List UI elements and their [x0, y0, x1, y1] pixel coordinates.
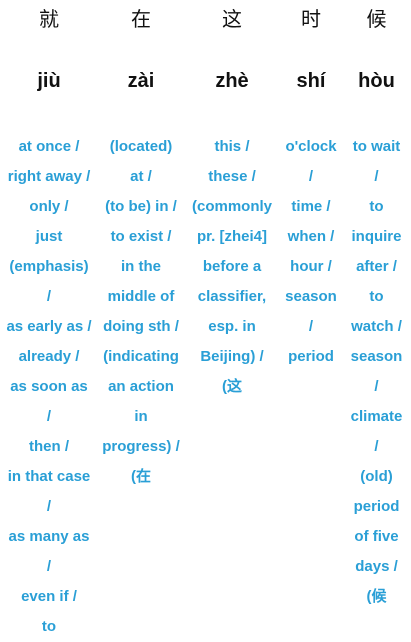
definition-line: doing sth / [103, 318, 179, 335]
definition-line: o'clock [285, 138, 337, 155]
definition-line: period [288, 348, 334, 365]
definition-line: (候 [366, 588, 387, 605]
definition-line: season [285, 288, 337, 305]
definition-line: in the [121, 258, 161, 275]
pinyin-hou: hòu [358, 70, 395, 92]
definition-line: in [134, 408, 148, 425]
definition-line: after / [356, 258, 397, 275]
definition-line: already / [18, 348, 80, 365]
definition-line: of five [354, 528, 399, 545]
definition-line: before a [202, 258, 262, 275]
definition-line: (commonly [191, 198, 272, 215]
definition-line: watch / [351, 318, 402, 335]
definition-line: / [46, 408, 52, 425]
definition-line: just [35, 228, 63, 245]
definition-line: / [374, 378, 379, 395]
hanzi-zai: 在 [131, 7, 151, 31]
definition-line: hour / [290, 258, 332, 275]
definition-line: only / [29, 198, 69, 215]
definition-line: (old) [360, 468, 393, 485]
definition-line: (to be) in / [105, 198, 177, 215]
definition-hou: to wait / to inquire after / to watch / season /… [342, 132, 411, 642]
definition-shi: o'clock / time / when / hour / season / period [280, 132, 342, 642]
definition-zhe: this / these / (commonly pr. [zhei4] before … [184, 132, 280, 642]
definition-line: in that case [7, 468, 91, 485]
definition-line: / [46, 288, 52, 305]
definition-line: / [308, 318, 314, 335]
definition-line: esp. in [208, 318, 256, 335]
definition-line: period [353, 498, 400, 515]
definition-line: these / [208, 168, 256, 185]
definition-line: then / [29, 438, 69, 455]
definition-line: days / [355, 558, 398, 575]
pinyin-zai: zài [127, 70, 155, 92]
definition-line: (indicating [103, 348, 179, 365]
definition-line: as soon as [10, 378, 88, 395]
definition-line: to exist / [110, 228, 172, 245]
definition-line: (这 [222, 378, 242, 395]
hanzi-jiu: 就 [39, 7, 59, 31]
definition-line: an action [108, 378, 174, 395]
definition-jiu: at once / right away / only / just (emphasis… [0, 132, 98, 642]
definition-line: when / [287, 228, 335, 245]
definition-line: to [369, 288, 384, 305]
definition-line: (在 [131, 468, 151, 485]
definition-line: progress) / [102, 438, 180, 455]
definition-line: inquire [351, 228, 402, 245]
pinyin-shi: shí [296, 70, 326, 92]
definition-line: right away / [7, 168, 91, 185]
definition-line: (located) [109, 138, 173, 155]
definition-line: at / [130, 168, 152, 185]
definition-line: middle of [107, 288, 175, 305]
hanzi-shi: 时 [301, 7, 321, 31]
definition-line: / [46, 558, 52, 575]
definition-row: at once / right away / only / just (emphasis… [0, 132, 411, 642]
definition-line: Beijing) / [200, 348, 264, 365]
hanzi-zhe: 这 [222, 7, 242, 31]
pinyin-row: jiù zài zhè shí hòu [0, 68, 411, 94]
definition-line: classifier, [197, 288, 267, 305]
definition-line: (emphasis) [9, 258, 89, 275]
definition-line: to [369, 198, 384, 215]
hanzi-hou: 候 [366, 7, 387, 31]
definition-line: / [46, 498, 52, 515]
definition-line: at once / [18, 138, 80, 155]
definition-line: to wait [352, 138, 401, 155]
definition-line: climate [350, 408, 403, 425]
pinyin-jiu: jiù [37, 70, 61, 92]
definition-line: / [308, 168, 314, 185]
hanzi-row: 就 在 这 时 候 [0, 6, 411, 32]
definition-line: season [350, 348, 403, 365]
definition-line: as early as / [6, 318, 92, 335]
definition-line: / [374, 438, 379, 455]
definition-line: / [374, 168, 379, 185]
definition-line: even if / [21, 588, 77, 605]
definition-line: time / [291, 198, 331, 215]
pinyin-zhe: zhè [215, 70, 249, 92]
definition-line: as many as [8, 528, 90, 545]
definition-line: to [41, 618, 57, 635]
definition-zai: (located) at / (to be) in / to exist / in th… [98, 132, 184, 642]
definition-line: this / [214, 138, 250, 155]
definition-line: pr. [zhei4] [196, 228, 267, 245]
